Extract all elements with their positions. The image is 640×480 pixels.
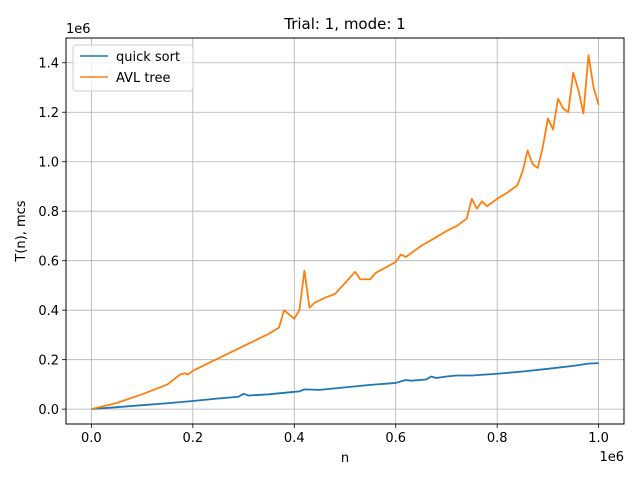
x-axis-label: n: [341, 451, 349, 466]
y-tick-label: 1.0: [38, 156, 59, 171]
y-ticks: 0.0 0.2 0.4 0.6 0.8 1.0 1.2 1.4: [38, 57, 66, 418]
x-tick-label: 0.6: [385, 431, 406, 446]
y-tick-label: 1.2: [38, 106, 59, 121]
series-line-quick-sort: [91, 362, 599, 411]
x-tick-label: 1.0: [588, 431, 609, 446]
y-tick-label: 0.6: [38, 255, 59, 270]
legend-label-quick-sort: quick sort: [116, 50, 180, 65]
grid: [66, 38, 624, 424]
plot-frame: [65, 37, 625, 425]
y-tick-label: 0.0: [38, 403, 59, 418]
x-tick-label: 0.4: [284, 431, 305, 446]
legend: quick sort AVL tree: [72, 44, 194, 92]
series-layer: [91, 54, 600, 411]
y-tick-label: 0.2: [38, 354, 59, 369]
chart-title: Trial: 1, mode: 1: [283, 15, 405, 33]
x-tick-label: 0.2: [182, 431, 203, 446]
x-tick-label: 0.8: [487, 431, 508, 446]
x-ticks: 0.0 0.2 0.4 0.6 0.8 1.0: [81, 424, 609, 446]
y-tick-label: 1.4: [38, 57, 59, 72]
y-axis-label: T(n), mcs: [14, 200, 29, 262]
x-offset-label: 1e6: [599, 450, 624, 465]
x-tick-label: 0.0: [81, 431, 102, 446]
y-tick-label: 0.4: [38, 304, 59, 319]
y-offset-label: 1e6: [66, 22, 91, 37]
legend-label-avl-tree: AVL tree: [116, 71, 170, 86]
y-tick-label: 0.8: [38, 205, 59, 220]
series-line-avl-tree: [91, 54, 600, 411]
